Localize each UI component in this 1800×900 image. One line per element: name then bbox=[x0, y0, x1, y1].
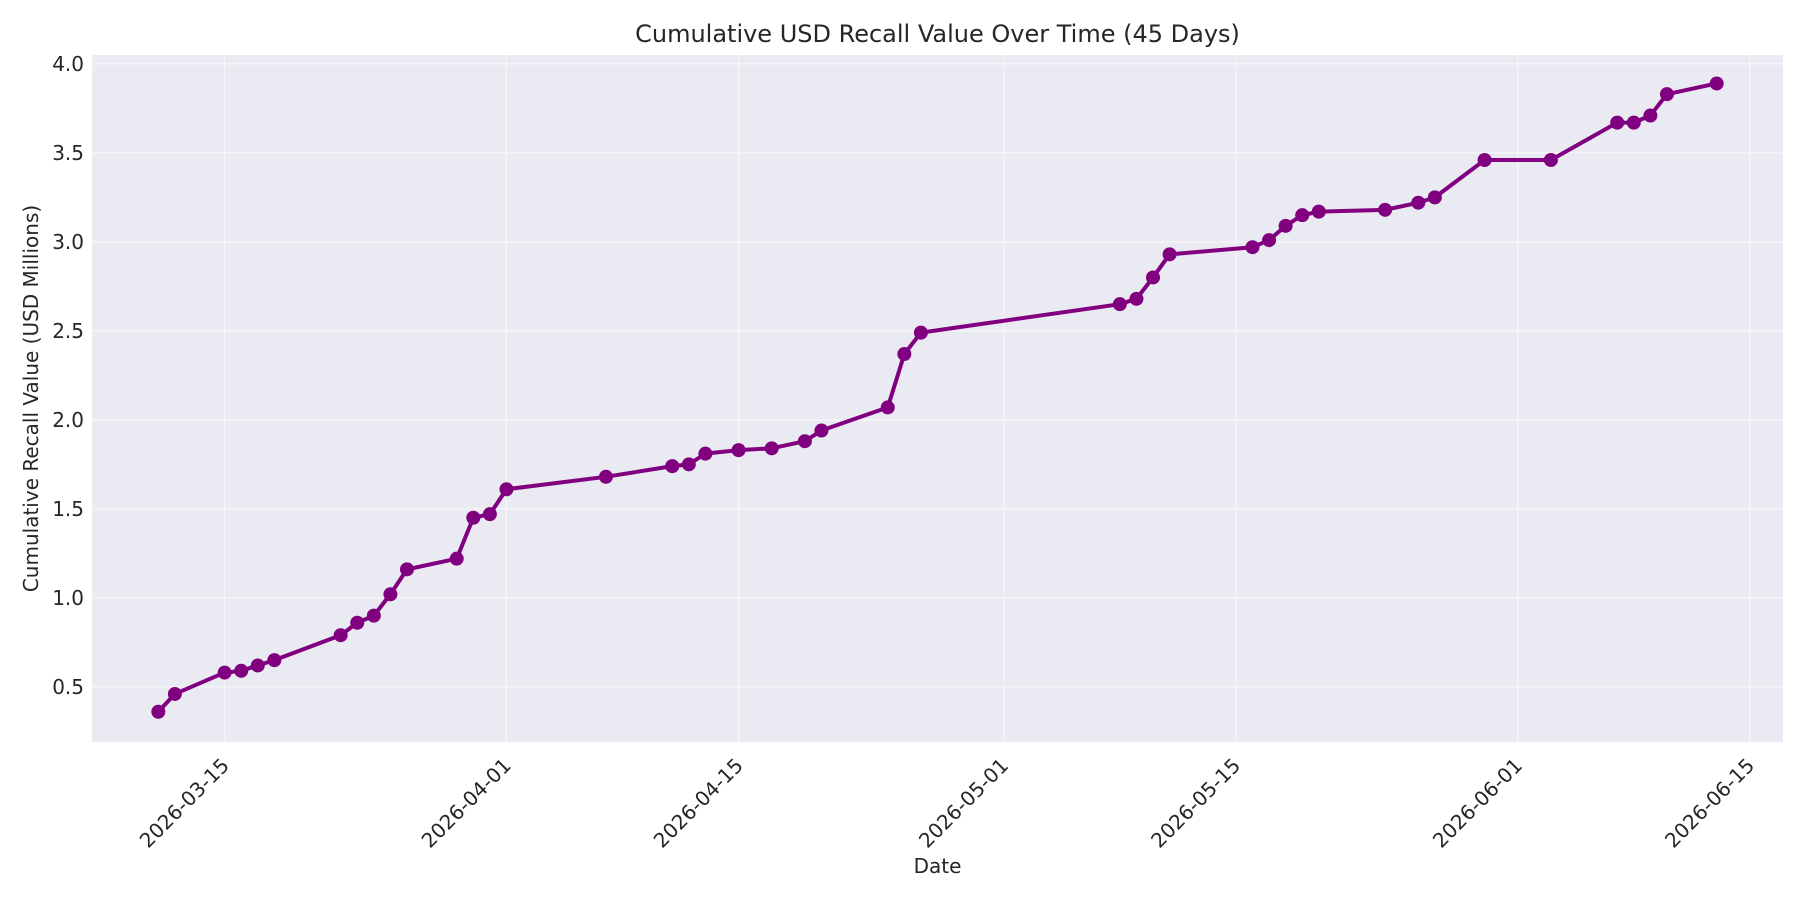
data-point bbox=[698, 446, 713, 461]
data-point bbox=[681, 457, 696, 472]
x-tick-label: 2026-03-15 bbox=[135, 753, 234, 852]
x-tick-label: 2026-05-01 bbox=[914, 753, 1013, 852]
x-tick-label: 2026-04-15 bbox=[649, 753, 748, 852]
x-tick-label: 2026-06-01 bbox=[1428, 753, 1527, 852]
y-axis: 0.5 1.0 1.5 2.0 2.5 3.0 3.5 4.0 bbox=[52, 52, 84, 699]
data-point bbox=[1262, 233, 1277, 248]
data-point bbox=[1311, 204, 1326, 219]
data-point bbox=[598, 469, 613, 484]
data-point bbox=[1378, 202, 1393, 217]
data-point bbox=[731, 443, 746, 458]
data-point bbox=[1129, 291, 1144, 306]
data-point bbox=[1146, 270, 1161, 285]
data-point bbox=[814, 423, 829, 438]
grid bbox=[92, 55, 1783, 742]
data-point bbox=[217, 665, 232, 680]
y-tick-label: 1.5 bbox=[52, 497, 84, 521]
data-point bbox=[250, 658, 265, 673]
data-point bbox=[665, 459, 680, 474]
data-point bbox=[499, 482, 514, 497]
x-axis: 2026-03-15 2026-04-01 2026-04-15 2026-05-01… bbox=[135, 753, 1759, 852]
data-point bbox=[449, 551, 464, 566]
series-layer bbox=[151, 76, 1724, 719]
data-point bbox=[764, 441, 779, 456]
y-tick-label: 4.0 bbox=[52, 52, 84, 76]
data-point bbox=[1643, 108, 1658, 123]
data-point bbox=[267, 653, 282, 668]
plot-area bbox=[92, 55, 1783, 742]
x-tick-label: 2026-06-15 bbox=[1660, 753, 1759, 852]
y-tick-label: 0.5 bbox=[52, 675, 84, 699]
data-point bbox=[913, 325, 928, 340]
data-point bbox=[1477, 153, 1492, 168]
y-tick-label: 3.5 bbox=[52, 141, 84, 165]
data-point bbox=[1112, 297, 1127, 312]
y-tick-label: 2.0 bbox=[52, 408, 84, 432]
data-point bbox=[897, 347, 912, 362]
data-point bbox=[399, 562, 414, 577]
y-axis-label: Cumulative Recall Value (USD Millions) bbox=[19, 205, 43, 592]
data-point bbox=[1427, 190, 1442, 205]
data-point bbox=[880, 400, 895, 415]
data-point bbox=[1610, 115, 1625, 130]
data-point bbox=[1543, 153, 1558, 168]
data-point bbox=[466, 510, 481, 525]
data-point bbox=[333, 628, 348, 643]
data-point bbox=[1626, 115, 1641, 130]
y-tick-label: 2.5 bbox=[52, 319, 84, 343]
data-point bbox=[1709, 76, 1724, 91]
data-point bbox=[1659, 87, 1674, 102]
data-point bbox=[482, 507, 497, 522]
chart-title: Cumulative USD Recall Value Over Time (4… bbox=[635, 20, 1240, 48]
data-point bbox=[797, 434, 812, 449]
y-tick-label: 3.0 bbox=[52, 230, 84, 254]
data-point bbox=[366, 608, 381, 623]
x-axis-label: Date bbox=[914, 854, 962, 878]
data-point bbox=[383, 587, 398, 602]
data-point bbox=[1278, 218, 1293, 233]
data-point bbox=[1162, 247, 1177, 262]
data-point bbox=[350, 615, 365, 630]
data-point bbox=[1411, 195, 1426, 210]
data-point bbox=[1295, 208, 1310, 223]
data-point bbox=[234, 663, 249, 678]
x-tick-label: 2026-04-01 bbox=[417, 753, 516, 852]
x-tick-label: 2026-05-15 bbox=[1146, 753, 1245, 852]
data-point bbox=[1245, 240, 1260, 255]
data-point bbox=[167, 686, 182, 701]
y-tick-label: 1.0 bbox=[52, 586, 84, 610]
data-point bbox=[151, 704, 166, 719]
